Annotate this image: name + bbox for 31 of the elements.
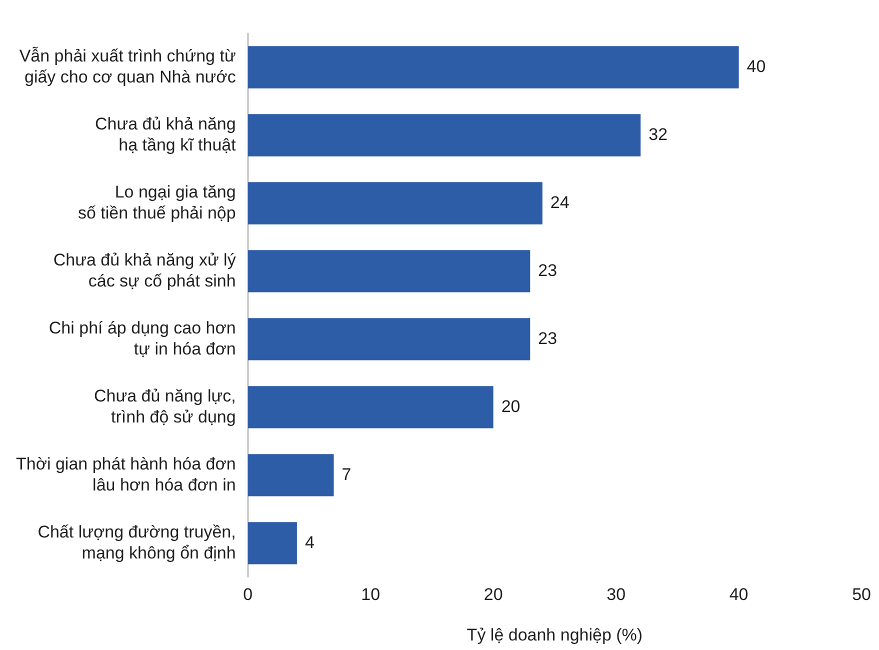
data-label: 23 xyxy=(538,260,558,280)
y-tick-label: Chưa đủ năng lực, trình độ sử dụng xyxy=(94,386,236,427)
bar xyxy=(248,250,530,292)
y-tick-label: Chưa đủ khả năng xử lý các sự cố phát sinh xyxy=(53,250,236,291)
data-label: 7 xyxy=(342,464,352,484)
x-tick-label: 20 xyxy=(484,585,503,604)
x-tick-label: 0 xyxy=(243,585,253,604)
x-tick-label: 40 xyxy=(729,585,748,604)
y-tick-label: Chưa đủ khả năng hạ tầng kĩ thuật xyxy=(94,114,236,155)
x-tick-label: 50 xyxy=(852,585,872,604)
bar xyxy=(248,114,641,156)
y-tick-label: Lo ngại gia tăng số tiền thuế phải nộp xyxy=(78,182,236,223)
x-axis-title: Tỷ lệ doanh nghiệp (%) xyxy=(466,625,643,644)
bar xyxy=(248,454,334,496)
data-label: 23 xyxy=(538,328,558,348)
data-label: 4 xyxy=(304,532,314,552)
data-label: 24 xyxy=(550,192,570,212)
bar xyxy=(248,318,530,360)
x-tick-label: 10 xyxy=(361,585,380,604)
x-tick-label: 30 xyxy=(606,585,626,604)
y-tick-label: Thời gian phát hành hóa đơn lâu hơn hóa đơn in xyxy=(16,454,236,495)
y-tick-label: Chi phí áp dụng cao hơn tự in hóa đơn xyxy=(48,318,236,359)
data-label: 40 xyxy=(746,56,766,76)
y-tick-label: Vẫn phải xuất trình chứng từ giấy cho cơ quan Nhà nước xyxy=(19,46,236,87)
data-label: 32 xyxy=(648,124,668,144)
bar xyxy=(248,386,494,428)
bar xyxy=(248,46,739,88)
bar xyxy=(248,522,297,564)
bar xyxy=(248,182,542,224)
y-tick-label: Chất lượng đường truyền, mạng không ổn định xyxy=(38,522,236,563)
data-label: 20 xyxy=(501,396,520,416)
